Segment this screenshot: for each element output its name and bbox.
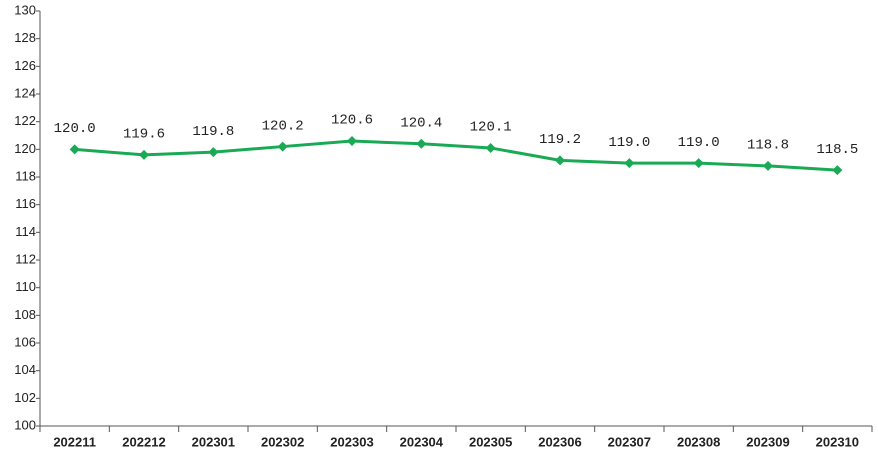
x-tick-label: 202307 bbox=[608, 434, 651, 449]
x-tick-label: 202306 bbox=[538, 434, 581, 449]
y-tick-label: 116 bbox=[15, 196, 36, 211]
y-tick-label: 114 bbox=[15, 224, 36, 239]
marker bbox=[208, 147, 219, 158]
marker bbox=[624, 158, 635, 169]
value-label: 119.8 bbox=[192, 124, 234, 140]
marker bbox=[832, 165, 843, 176]
y-tick-label: 120 bbox=[14, 141, 36, 156]
x-tick-label: 202303 bbox=[330, 434, 373, 449]
value-label: 120.2 bbox=[262, 118, 304, 134]
x-tick-label: 202301 bbox=[192, 434, 235, 449]
y-tick-label: 122 bbox=[14, 113, 36, 128]
x-tick-label: 202302 bbox=[261, 434, 304, 449]
marker bbox=[416, 138, 427, 149]
y-tick-label: 104 bbox=[14, 362, 36, 377]
y-tick-label: 112 bbox=[15, 251, 36, 266]
marker bbox=[277, 141, 288, 152]
x-tick-label: 202212 bbox=[122, 434, 165, 449]
x-tick-label: 202309 bbox=[746, 434, 789, 449]
marker bbox=[139, 149, 149, 160]
y-tick-label: 106 bbox=[14, 334, 36, 349]
marker bbox=[485, 142, 496, 153]
y-tick-label: 100 bbox=[14, 417, 36, 432]
x-tick-label: 202310 bbox=[816, 434, 859, 449]
x-tick-label: 202211 bbox=[53, 434, 96, 449]
line bbox=[74, 139, 838, 172]
y-tick-label: 130 bbox=[14, 2, 36, 17]
value-label: 120.4 bbox=[400, 116, 442, 132]
marker bbox=[69, 144, 80, 155]
value-label: 120.6 bbox=[331, 113, 373, 129]
y-tick-label: 102 bbox=[14, 390, 36, 405]
y-tick-label: 126 bbox=[14, 58, 36, 73]
value-label: 120.1 bbox=[470, 120, 512, 136]
value-label: 118.5 bbox=[816, 142, 858, 158]
marker bbox=[763, 160, 773, 171]
x-tick-label: 202305 bbox=[469, 434, 512, 449]
y-tick-label: 110 bbox=[15, 279, 36, 294]
value-label: 118.8 bbox=[747, 138, 789, 154]
y-tick-label: 124 bbox=[14, 85, 36, 100]
y-tick-label: 118 bbox=[15, 168, 36, 183]
value-label: 119.0 bbox=[608, 135, 650, 151]
value-label: 119.0 bbox=[678, 135, 720, 151]
x-tick-label: 202308 bbox=[677, 434, 720, 449]
x-tick-label: 202304 bbox=[400, 434, 444, 449]
marker bbox=[693, 158, 704, 169]
marker bbox=[347, 136, 357, 147]
value-label: 119.2 bbox=[539, 132, 581, 148]
marker bbox=[555, 155, 565, 166]
value-label: 119.6 bbox=[123, 127, 165, 143]
y-tick-label: 128 bbox=[14, 30, 36, 45]
y-tick-label: 108 bbox=[14, 307, 36, 322]
value-label: 120.0 bbox=[54, 121, 96, 137]
